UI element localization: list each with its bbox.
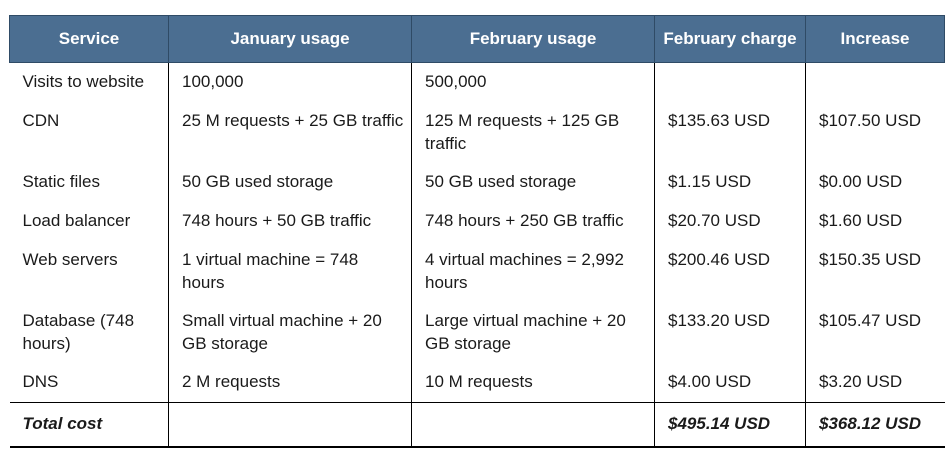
- cell-february-usage: 50 GB used storage: [411, 163, 655, 202]
- cell-january-usage: 1 virtual machine = 748 hours: [168, 241, 412, 302]
- table-row: Visits to website 100,000 500,000: [10, 62, 945, 102]
- cell-february-usage: 500,000: [411, 62, 655, 102]
- header-february-usage: February usage: [411, 15, 655, 63]
- cell-february-charge: $1.15 USD: [654, 163, 806, 202]
- total-label: Total cost: [9, 402, 169, 448]
- cell-february-usage: 4 virtual machines = 2,992 hours: [411, 241, 655, 302]
- cell-increase: $0.00 USD: [805, 163, 945, 202]
- table-row: Web servers 1 virtual machine = 748 hour…: [10, 241, 945, 302]
- table-row: Load balancer 748 hours + 50 GB traffic …: [10, 202, 945, 241]
- pricing-table-container: Service January usage February usage Feb…: [9, 15, 945, 448]
- total-february-charge: $495.14 USD: [654, 402, 806, 448]
- cell-february-charge: $133.20 USD: [654, 302, 806, 363]
- cell-increase: [805, 62, 945, 102]
- cell-february-usage: Large virtual machine + 20 GB storage: [411, 302, 655, 363]
- cell-january-usage: Small virtual machine + 20 GB storage: [168, 302, 412, 363]
- total-row: Total cost $495.14 USD $368.12 USD: [9, 402, 945, 448]
- cell-february-charge: $200.46 USD: [654, 241, 806, 302]
- cell-january-usage: 25 M requests + 25 GB traffic: [168, 102, 412, 163]
- cell-february-usage: 748 hours + 250 GB traffic: [411, 202, 655, 241]
- cell-service: Visits to website: [22, 72, 145, 91]
- cell-increase: $105.47 USD: [805, 302, 945, 363]
- cell-service: Web servers: [22, 250, 118, 269]
- cell-january-usage: 2 M requests: [168, 363, 412, 403]
- cell-increase: $3.20 USD: [805, 363, 945, 403]
- cell-february-charge: $135.63 USD: [654, 102, 806, 163]
- cell-january-usage: 100,000: [168, 62, 412, 102]
- header-service: Service: [9, 15, 169, 63]
- cell-february-usage: 10 M requests: [411, 363, 655, 403]
- header-january-usage: January usage: [168, 15, 412, 63]
- cell-increase: $1.60 USD: [805, 202, 945, 241]
- cell-february-charge: [654, 62, 806, 102]
- cell-february-charge: $20.70 USD: [654, 202, 806, 241]
- total-january-usage: [168, 402, 412, 448]
- cell-february-usage: 125 M requests + 125 GB traffic: [411, 102, 655, 163]
- cell-service: Static files: [22, 172, 100, 191]
- cell-service: Database (748 hours): [22, 311, 135, 353]
- cell-february-charge: $4.00 USD: [654, 363, 806, 403]
- header-february-charge: February charge: [654, 15, 806, 63]
- cell-increase: $107.50 USD: [805, 102, 945, 163]
- cell-service: Load balancer: [22, 211, 131, 230]
- cell-january-usage: 748 hours + 50 GB traffic: [168, 202, 412, 241]
- cell-service: CDN: [22, 111, 60, 130]
- table-row: Static files 50 GB used storage 50 GB us…: [10, 163, 945, 202]
- cell-service: DNS: [22, 372, 59, 391]
- table-row: DNS 2 M requests 10 M requests $4.00 USD…: [10, 363, 945, 403]
- header-increase: Increase: [805, 15, 945, 63]
- cell-january-usage: 50 GB used storage: [168, 163, 412, 202]
- table-row: CDN 25 M requests + 25 GB traffic 125 M …: [10, 102, 945, 163]
- table-row: Database (748 hours) Small virtual machi…: [10, 302, 945, 363]
- cell-increase: $150.35 USD: [805, 241, 945, 302]
- total-increase: $368.12 USD: [805, 402, 945, 448]
- pricing-table: Service January usage February usage Feb…: [9, 15, 945, 448]
- total-february-usage: [411, 402, 655, 448]
- header-row: Service January usage February usage Feb…: [9, 15, 945, 63]
